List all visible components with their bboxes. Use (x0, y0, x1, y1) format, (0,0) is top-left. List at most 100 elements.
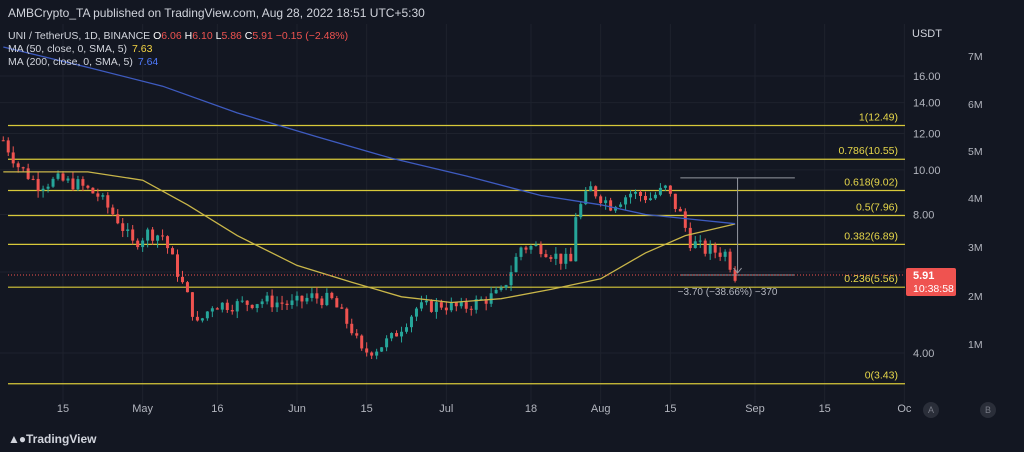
legend-high: 6.10 (192, 30, 213, 42)
auto-scale-button[interactable]: A (923, 402, 939, 418)
candle (634, 189, 638, 199)
tradingview-logo[interactable]: ▲●TradingView (8, 432, 96, 446)
candle (375, 348, 379, 360)
candle (310, 287, 314, 302)
volume-tick-label: 7M (968, 51, 983, 63)
candle (116, 209, 120, 225)
candle (151, 227, 155, 245)
candle (76, 175, 80, 191)
price-tick-label: 14.00 (913, 98, 941, 110)
candle (629, 190, 633, 204)
candle (434, 298, 438, 319)
candle (225, 299, 229, 313)
legend-ma200-value: 7.64 (137, 56, 159, 68)
candle (141, 237, 145, 252)
candle-body (156, 235, 160, 241)
candle (61, 171, 65, 182)
tradingview-brand-text: TradingView (26, 432, 97, 446)
candle-body (270, 295, 274, 308)
candle (643, 191, 647, 204)
price-chart[interactable]: 1(12.49) 0.786(10.55) 0.618(9.02) 0.5(7.96)… (0, 24, 1024, 428)
price-tick-label: 16.00 (913, 71, 941, 83)
candle-body (116, 214, 120, 224)
time-tick-label: Jul (439, 403, 453, 415)
candle-body (534, 244, 538, 247)
candle (464, 298, 468, 313)
candle (220, 302, 224, 313)
candle (484, 296, 488, 311)
legend-change: −0.15 (−2.48%) (275, 30, 349, 42)
candle (668, 185, 672, 197)
candle (345, 307, 349, 329)
candle-body (509, 272, 513, 286)
candle (653, 191, 657, 200)
candle-body (335, 298, 339, 308)
candle-body (589, 186, 593, 192)
legend-ma50-row[interactable]: MA (50, close, 0, SMA, 5) 7.63 (8, 43, 348, 56)
candle (270, 289, 274, 312)
candle (678, 206, 682, 212)
candle-body (673, 193, 677, 209)
candle (489, 286, 493, 307)
candle (594, 185, 598, 199)
candle (230, 304, 234, 315)
candle-body (424, 300, 428, 303)
chart-legend[interactable]: UNI / TetherUS, 1D, BINANCE O6.06 H6.10 … (8, 30, 348, 69)
candle-body (693, 241, 697, 249)
candle-body (180, 276, 184, 283)
candle-body (126, 229, 130, 231)
candle-body (345, 308, 349, 324)
candle-body (46, 186, 50, 189)
candle (176, 249, 180, 282)
candle-body (564, 253, 568, 264)
candle (400, 326, 404, 343)
candle (370, 351, 374, 360)
candle (86, 184, 90, 190)
candle-body (106, 195, 110, 208)
candle-body (96, 193, 100, 197)
candle (429, 299, 433, 313)
candle-body (698, 240, 702, 242)
ma50-line (3, 171, 736, 304)
volume-tick-label: 5M (968, 146, 983, 158)
candle (16, 161, 20, 173)
time-tick-label: 15 (57, 403, 69, 415)
candle-body (275, 302, 279, 308)
time-tick-label: Oc (897, 403, 912, 415)
legend-ma200-label: MA (200, close, 0, SMA, 5) (8, 56, 133, 68)
candle-body (36, 178, 40, 191)
candle-body (21, 167, 25, 169)
legend-h-label: H (184, 30, 193, 42)
candle (673, 193, 677, 213)
candle-body (444, 307, 448, 311)
legend-symbol-row[interactable]: UNI / TetherUS, 1D, BINANCE O6.06 H6.10 … (8, 30, 348, 43)
legend-ma200-row[interactable]: MA (200, close, 0, SMA, 5) 7.64 (8, 56, 348, 69)
candle (340, 303, 344, 309)
candle-body (713, 245, 717, 253)
candle (41, 185, 45, 198)
volume-scale-button[interactable]: B (980, 402, 996, 418)
chart-area[interactable]: 1(12.49) 0.786(10.55) 0.618(9.02) 0.5(7.96)… (0, 24, 1024, 428)
candle-body (350, 323, 354, 334)
candle (260, 298, 264, 308)
candle-body (250, 304, 254, 309)
candle-body (245, 300, 249, 305)
candle-body (200, 318, 204, 321)
candle (539, 241, 543, 258)
candle-body (305, 297, 309, 302)
candle-body (285, 303, 289, 305)
candle (305, 293, 309, 305)
legend-close: 5.91 (252, 30, 273, 42)
candle (718, 247, 722, 261)
candle (265, 291, 269, 305)
candle-body (449, 302, 453, 311)
candle-body (454, 302, 458, 307)
candle-body (171, 248, 175, 255)
candle-body (624, 197, 628, 205)
candle (514, 253, 518, 273)
candle-body (215, 308, 219, 310)
candle-body (86, 185, 90, 188)
measure-label: −3.70 (−38.66%) −370 (678, 287, 778, 298)
candle (474, 295, 478, 314)
candle-body (56, 173, 60, 179)
